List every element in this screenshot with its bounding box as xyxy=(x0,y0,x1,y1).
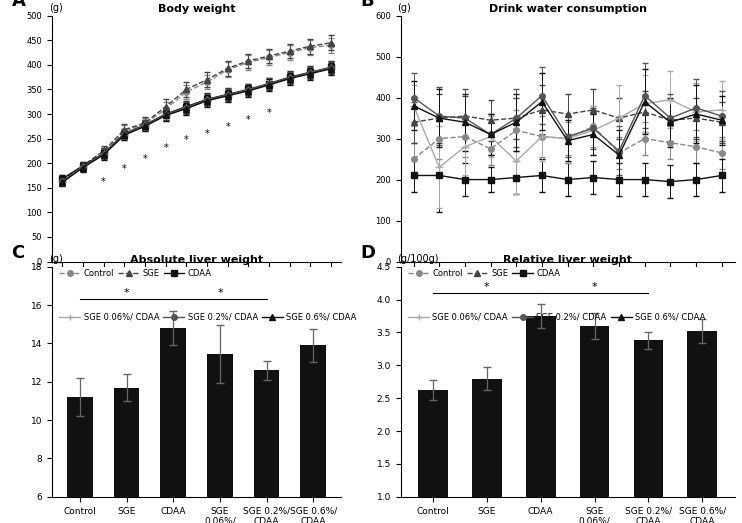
Text: (g): (g) xyxy=(49,3,63,13)
Title: Drink water consumption: Drink water consumption xyxy=(489,4,646,14)
Text: *: * xyxy=(246,115,251,126)
Bar xyxy=(67,397,93,523)
Legend: SGE 0.06%/ CDAA, SGE 0.2%/ CDAA, SGE 0.6%/ CDAA: SGE 0.06%/ CDAA, SGE 0.2%/ CDAA, SGE 0.6… xyxy=(56,310,360,325)
Text: (g): (g) xyxy=(49,254,63,265)
Text: *: * xyxy=(184,135,188,145)
Text: *: * xyxy=(124,288,129,298)
Text: *: * xyxy=(591,282,597,292)
Text: (g): (g) xyxy=(398,3,411,13)
Text: B: B xyxy=(361,0,374,10)
Bar xyxy=(472,379,502,523)
Title: Body weight: Body weight xyxy=(158,4,235,14)
Bar xyxy=(254,370,280,523)
Text: *: * xyxy=(226,122,230,132)
Bar xyxy=(634,340,663,523)
Bar xyxy=(526,316,556,523)
Text: *: * xyxy=(101,177,106,187)
Text: *: * xyxy=(122,164,127,174)
Bar xyxy=(418,390,448,523)
Title: Relative liver weight: Relative liver weight xyxy=(503,255,632,265)
Text: *: * xyxy=(266,108,272,118)
Text: *: * xyxy=(142,154,148,164)
Bar xyxy=(207,354,233,523)
Text: A: A xyxy=(11,0,25,10)
Text: *: * xyxy=(484,282,490,292)
Bar xyxy=(160,328,186,523)
Text: *: * xyxy=(163,143,168,153)
Text: (g/100g): (g/100g) xyxy=(398,254,439,265)
Legend: SGE 0.06%/ CDAA, SGE 0.2%/ CDAA, SGE 0.6%/ CDAA: SGE 0.06%/ CDAA, SGE 0.2%/ CDAA, SGE 0.6… xyxy=(405,310,709,325)
Text: *: * xyxy=(217,288,223,298)
Bar xyxy=(301,345,326,523)
Bar xyxy=(114,388,139,523)
Text: *: * xyxy=(205,129,209,139)
Text: C: C xyxy=(11,244,24,262)
Bar xyxy=(580,326,609,523)
Bar xyxy=(687,331,717,523)
Title: Absolute liver weight: Absolute liver weight xyxy=(130,255,263,265)
Text: D: D xyxy=(361,244,375,262)
